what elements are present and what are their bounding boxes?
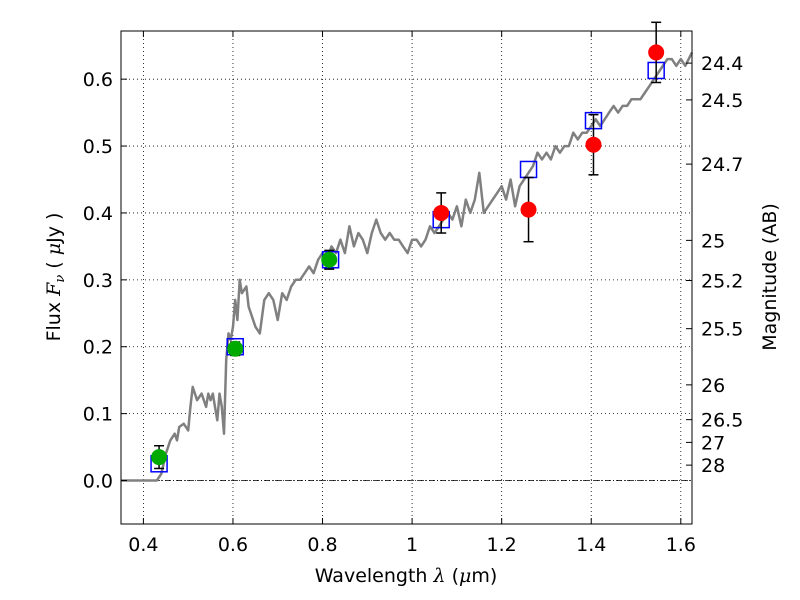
x-tick-label: 0.6: [218, 534, 248, 556]
right-tick-label: 26: [701, 375, 725, 397]
observed-circle-point: [227, 340, 244, 357]
right-tick-label: 25: [701, 230, 725, 252]
right-tick-label: 24.7: [701, 154, 743, 176]
x-axis-label: Wavelength λ (μm): [315, 565, 498, 587]
y-tick-label: 0.1: [83, 404, 113, 426]
template-spectrum-line: [121, 51, 694, 482]
y-tick-label: 0.2: [83, 337, 113, 359]
observed-circle-point: [433, 204, 450, 221]
right-tick-label: 27: [701, 432, 725, 454]
x-tick-label: 1.6: [666, 534, 696, 556]
right-tick-label: 25.2: [701, 271, 743, 293]
x-tick-label: 1.2: [487, 534, 517, 556]
right-axis-label: Magnitude (AB): [759, 203, 781, 351]
ticks: 0.4 0.6 0.8 1 1.2 1.4 1.6 0.0 0.1 0.2 0.3 0.4 0.5 0.6…: [83, 31, 743, 556]
right-tick-label: 26.5: [701, 410, 743, 432]
observed-circle-point: [321, 251, 338, 268]
y-tick-label: 0.0: [83, 471, 113, 493]
x-tick-label: 1: [406, 534, 418, 556]
plot-frame: [120, 30, 693, 525]
observed-circle-point: [585, 136, 602, 153]
y-tick-label: 0.3: [83, 270, 113, 292]
observed-circle-point: [520, 201, 537, 218]
series-layer: [121, 21, 694, 482]
x-tick-label: 0.4: [128, 534, 158, 556]
right-tick-label: 24.5: [701, 90, 743, 112]
x-tick-label: 0.8: [307, 534, 337, 556]
y-tick-label: 0.6: [83, 69, 113, 91]
right-tick-label: 28: [701, 455, 725, 477]
x-tick-label: 1.4: [576, 534, 606, 556]
y-tick-label: 0.4: [83, 203, 113, 225]
right-tick-label: 24.4: [701, 53, 743, 75]
observed-circle-point: [648, 44, 665, 61]
right-tick-label: 25.5: [701, 319, 743, 341]
y-tick-label: 0.5: [83, 136, 113, 158]
y-axis-label: Flux Fν ( μJy ): [43, 213, 68, 342]
observed-circle-point: [151, 449, 168, 466]
plot-background: [121, 31, 692, 524]
